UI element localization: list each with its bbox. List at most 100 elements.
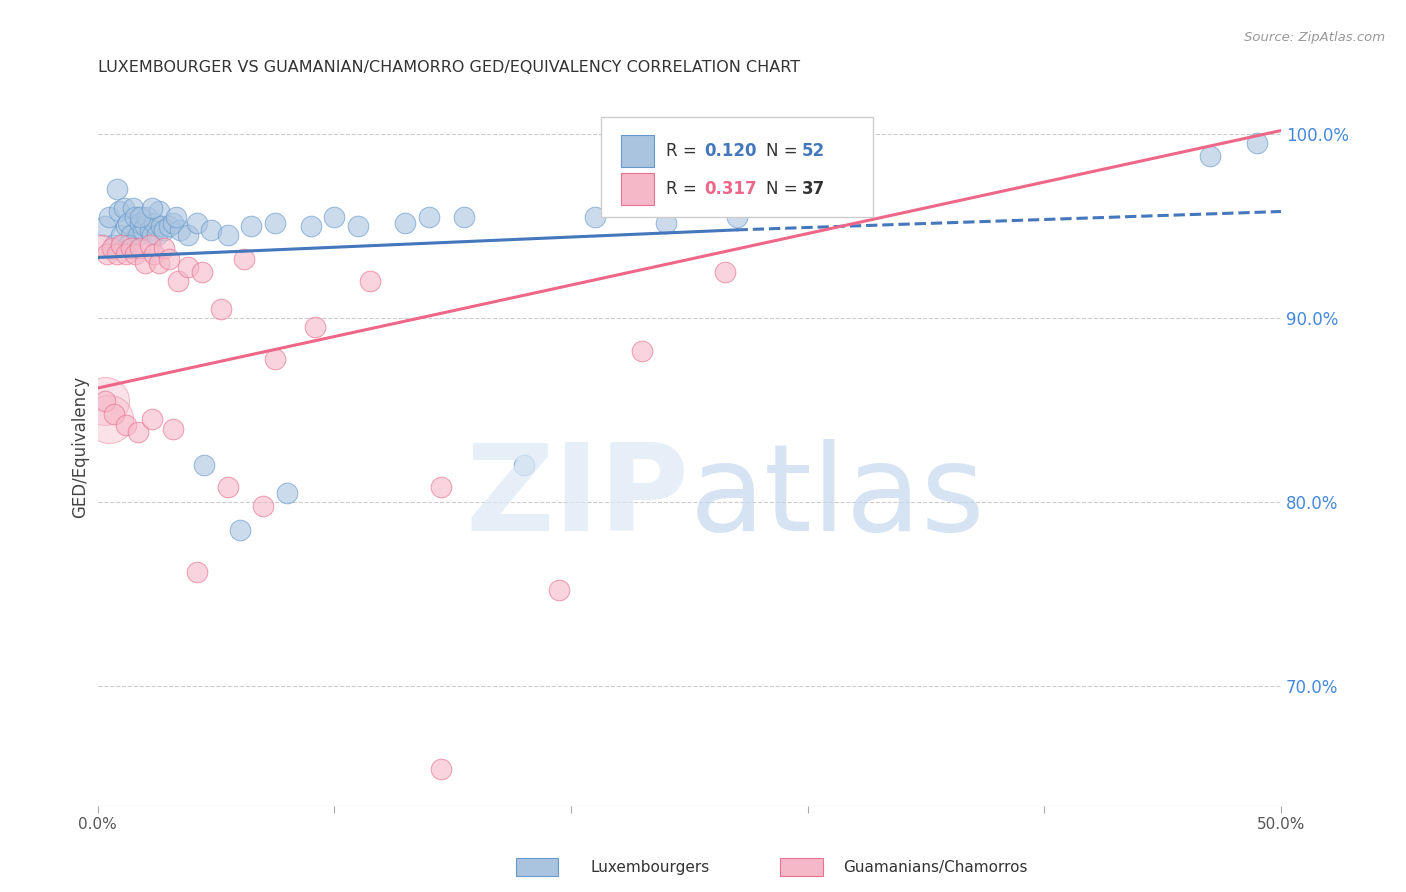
Point: [654, 215, 676, 229]
Point: [631, 344, 654, 359]
Point: [91, 237, 114, 252]
Point: [98, 210, 121, 224]
Point: [103, 407, 125, 421]
Point: [124, 210, 146, 224]
Point: [134, 256, 156, 270]
Point: [115, 417, 138, 432]
Point: [96, 247, 118, 261]
Point: [453, 210, 475, 224]
Point: [165, 210, 187, 224]
Point: [299, 219, 322, 234]
Point: [105, 247, 128, 261]
Bar: [620, 173, 654, 205]
Point: [93, 393, 115, 408]
Text: 0.120: 0.120: [704, 142, 758, 160]
Text: N =: N =: [766, 142, 803, 160]
Point: [264, 215, 287, 229]
Point: [176, 228, 198, 243]
Point: [138, 223, 160, 237]
Point: [252, 499, 274, 513]
Point: [323, 210, 346, 224]
Point: [103, 237, 125, 252]
Point: [141, 228, 163, 243]
Point: [548, 583, 571, 598]
Point: [98, 412, 121, 426]
Text: R =: R =: [665, 180, 702, 198]
Point: [148, 256, 170, 270]
Point: [186, 215, 208, 229]
Point: [141, 201, 163, 215]
Point: [105, 182, 128, 196]
Text: Source: ZipAtlas.com: Source: ZipAtlas.com: [1244, 31, 1385, 45]
Point: [115, 247, 138, 261]
Point: [129, 210, 152, 224]
Point: [150, 219, 173, 234]
Point: [127, 228, 149, 243]
Point: [143, 247, 166, 261]
Point: [190, 265, 212, 279]
Point: [394, 215, 416, 229]
Text: 37: 37: [801, 180, 825, 198]
Point: [176, 260, 198, 274]
Point: [145, 228, 167, 243]
Point: [725, 210, 748, 224]
Point: [217, 480, 239, 494]
Point: [1246, 136, 1268, 151]
Text: atlas: atlas: [689, 439, 984, 556]
Point: [131, 223, 153, 237]
Point: [186, 565, 208, 579]
Point: [583, 210, 606, 224]
Point: [359, 274, 381, 288]
Point: [143, 215, 166, 229]
Point: [110, 237, 132, 252]
Point: [110, 228, 132, 243]
Point: [1199, 149, 1222, 163]
Point: [512, 458, 534, 473]
Point: [240, 219, 263, 234]
Point: [157, 219, 180, 234]
Bar: [620, 135, 654, 167]
Text: R =: R =: [665, 142, 702, 160]
Point: [141, 412, 163, 426]
Text: 0.317: 0.317: [704, 180, 758, 198]
Point: [117, 237, 139, 252]
Point: [429, 480, 451, 494]
Point: [115, 219, 138, 234]
Text: N =: N =: [766, 180, 803, 198]
Point: [200, 223, 222, 237]
Point: [100, 241, 122, 255]
Point: [162, 215, 184, 229]
Point: [120, 241, 142, 255]
Point: [129, 215, 152, 229]
Point: [122, 201, 145, 215]
Point: [120, 228, 142, 243]
Y-axis label: GED/Equivalency: GED/Equivalency: [72, 376, 89, 518]
Point: [138, 237, 160, 252]
Point: [157, 252, 180, 267]
Point: [713, 265, 735, 279]
Point: [193, 458, 215, 473]
Point: [136, 210, 159, 224]
Point: [429, 762, 451, 776]
Point: [233, 252, 256, 267]
Point: [148, 204, 170, 219]
Text: LUXEMBOURGER VS GUAMANIAN/CHAMORRO GED/EQUIVALENCY CORRELATION CHART: LUXEMBOURGER VS GUAMANIAN/CHAMORRO GED/E…: [97, 60, 800, 75]
Text: Luxembourgers: Luxembourgers: [591, 860, 710, 874]
Point: [264, 351, 287, 366]
Point: [134, 219, 156, 234]
Point: [108, 204, 131, 219]
Text: ZIP: ZIP: [465, 439, 689, 556]
Point: [228, 523, 250, 537]
Point: [162, 421, 184, 435]
Point: [93, 219, 115, 234]
Point: [276, 486, 298, 500]
Point: [117, 215, 139, 229]
Text: 52: 52: [801, 142, 825, 160]
Point: [153, 223, 176, 237]
Point: [217, 228, 239, 243]
Point: [93, 393, 115, 408]
Point: [129, 241, 152, 255]
FancyBboxPatch shape: [600, 117, 873, 218]
Point: [112, 201, 135, 215]
Point: [418, 210, 440, 224]
